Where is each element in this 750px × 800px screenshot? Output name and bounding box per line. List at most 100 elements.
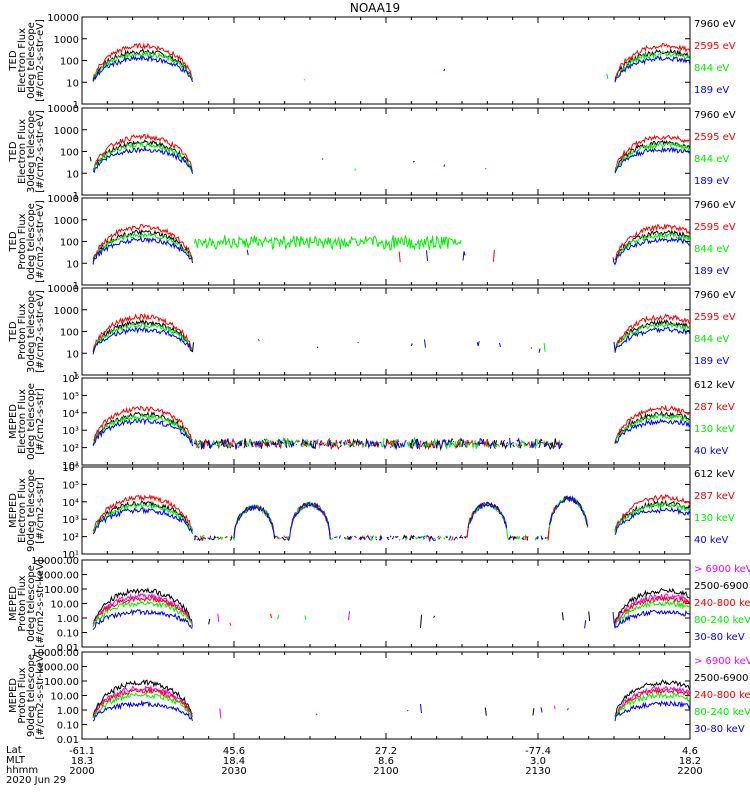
series-trace-green <box>92 599 690 626</box>
y-tick-label: 1000.00 <box>38 571 79 582</box>
legend-label-blue: 40 keV <box>694 535 728 546</box>
legend-label-green: 844 eV <box>694 154 729 165</box>
y-tick-label: 100.00 <box>44 585 79 596</box>
series-trace-green <box>92 692 690 720</box>
y-axis-label: 90deg telescope <box>26 469 37 552</box>
y-tick-label: 1.00 <box>57 706 79 717</box>
y-tick-label: 10000.00 <box>31 556 79 567</box>
y-tick-label: 1000.00 <box>38 663 79 674</box>
x-mlt-value: 18.4 <box>223 756 245 767</box>
y-axis-label: Electron Flux <box>17 478 28 543</box>
y-tick-label: 10⁶ <box>62 374 79 385</box>
y-tick-label: 10³ <box>62 515 79 526</box>
series-trace-black <box>92 319 690 353</box>
x-mlt-value: 18.2 <box>679 756 701 767</box>
series-trace-red <box>92 133 690 172</box>
legend-label-green: 844 eV <box>694 334 729 345</box>
y-tick-label: 1000 <box>54 306 79 317</box>
legend-label-red: 2595 eV <box>694 132 736 143</box>
x-lat-value: -61.1 <box>69 746 95 757</box>
legend-label-black: 2500-6900 <box>694 673 749 684</box>
legend-label-magenta: > 6900 keV <box>694 656 750 667</box>
legend-label-black: 7960 eV <box>694 110 736 121</box>
panel-frame-7 <box>81 559 691 648</box>
legend-label-green: 844 eV <box>694 244 729 255</box>
legend-label-green: 130 keV <box>694 513 735 524</box>
legend-label-red: 240-800 keV <box>694 690 750 701</box>
x-lat-value: 45.6 <box>223 746 245 757</box>
y-tick-label: 10² <box>62 444 79 455</box>
y-tick-label: 10000 <box>47 13 79 24</box>
y-axis-label: [#/cm2-s-str-eV] <box>35 200 46 283</box>
y-tick-label: 100 <box>60 328 79 339</box>
y-axis-label: Proton Flux <box>17 303 28 359</box>
legend-label-blue: 40 keV <box>694 446 728 457</box>
y-axis-label: MEPED <box>8 678 19 713</box>
series-trace-blue <box>92 495 690 542</box>
x-row-label-hhmm: hhmm <box>6 765 39 776</box>
series-trace-green <box>92 412 690 450</box>
legend-label-red: 2595 eV <box>694 41 736 52</box>
series-trace-black <box>92 48 690 80</box>
y-tick-label: 10.00 <box>50 692 79 703</box>
legend-label-red: 240-800 keV <box>694 598 750 609</box>
chart-title: NOAA19 <box>349 1 401 15</box>
series-trace-black <box>92 587 690 629</box>
y-tick-label: 1 <box>73 281 79 292</box>
legend-label-red: 287 keV <box>694 402 735 413</box>
y-tick-label: 10 <box>66 349 79 360</box>
y-tick-label: 100 <box>60 148 79 159</box>
y-tick-label: 10000.00 <box>31 648 79 659</box>
y-axis-label: [#/cm2-s-str-keV] <box>35 559 46 647</box>
y-tick-label: 10 <box>66 169 79 180</box>
legend-label-green: 844 eV <box>694 63 729 74</box>
legend-label-red: 2595 eV <box>694 222 736 233</box>
x-row-label-mlt: MLT <box>6 755 25 766</box>
legend-label-black: 7960 eV <box>694 200 736 211</box>
x-hhmm-value: 2130 <box>525 766 550 777</box>
y-axis-label: Proton Flux <box>17 575 28 631</box>
legend-label-green: 80-240 keV <box>694 615 750 626</box>
series-trace-blue <box>92 418 690 451</box>
y-tick-label: 1000 <box>54 216 79 227</box>
legend-label-black: 7960 eV <box>694 290 736 301</box>
y-tick-label: 1.00 <box>57 614 79 625</box>
y-tick-label: 10⁴ <box>62 409 79 420</box>
x-hhmm-value: 2000 <box>69 766 94 777</box>
y-tick-label: 10.00 <box>50 600 79 611</box>
y-tick-label: 0.01 <box>57 643 79 654</box>
series-trace-blue <box>92 235 690 266</box>
y-tick-label: 10⁶ <box>62 463 79 474</box>
y-axis-label: [#/cm2-s-str-eV] <box>35 19 46 102</box>
series-trace-red <box>92 312 690 353</box>
legend-label-red: 287 keV <box>694 491 735 502</box>
y-axis-label: [#/cm2-s-str-keV] <box>35 651 46 739</box>
y-tick-label: 10⁵ <box>62 480 79 491</box>
y-axis-label: Electron Flux <box>17 28 28 93</box>
series-trace-black <box>89 139 690 172</box>
y-tick-label: 1000 <box>54 35 79 46</box>
legend-label-blue: 189 eV <box>694 176 729 187</box>
y-tick-label: 0.01 <box>57 735 79 746</box>
legend-label-blue: 30-80 keV <box>694 724 745 735</box>
legend-label-black: 2500-6900 <box>694 581 749 592</box>
y-axis-label: 30deg telescope <box>26 290 37 373</box>
x-lat-value: 4.6 <box>682 746 698 757</box>
y-tick-label: 10000 <box>47 104 79 115</box>
series-trace-blue <box>92 699 690 722</box>
series-trace-black <box>92 679 690 718</box>
x-mlt-value: 8.6 <box>378 756 394 767</box>
series-trace-black <box>92 228 690 264</box>
series-trace-blue <box>92 145 690 175</box>
y-axis-label: TED <box>8 231 19 252</box>
y-tick-label: 10⁴ <box>62 498 79 509</box>
y-tick-label: 100.00 <box>44 677 79 688</box>
panel-frame-6 <box>81 466 691 555</box>
y-tick-label: 10 <box>66 78 79 89</box>
x-mlt-value: 3.0 <box>530 756 546 767</box>
series-trace-red <box>92 595 690 627</box>
y-axis-label: Electron Flux <box>17 389 28 454</box>
y-axis-label: [#/cm2-s-str] <box>35 388 46 455</box>
legend-label-black: 7960 eV <box>694 19 736 30</box>
